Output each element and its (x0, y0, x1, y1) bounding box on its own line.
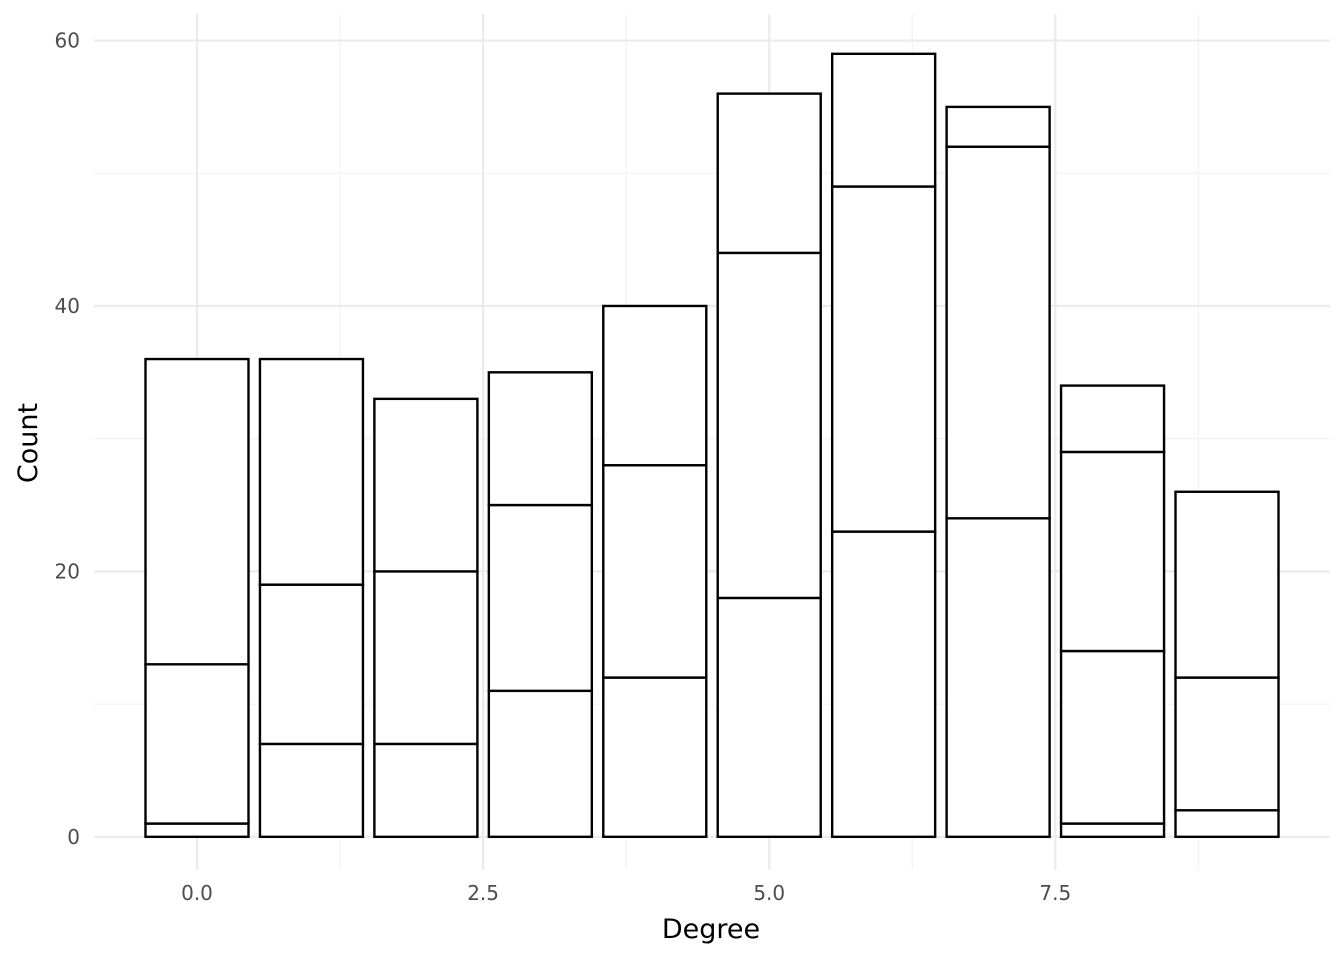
x-tick-labels: 0.0 2.5 5.0 7.5 (181, 881, 1071, 905)
y-tick-labels: 0 20 40 60 (55, 29, 80, 849)
y-tick-label: 60 (55, 29, 80, 53)
bar-segment (144, 357, 250, 666)
bar-segment (830, 52, 937, 188)
bar-segment (258, 583, 365, 746)
bar-segment (945, 105, 1051, 148)
bar (945, 105, 1051, 839)
y-tick-label: 40 (55, 294, 80, 318)
bar (144, 357, 250, 839)
y-tick-label: 20 (55, 559, 80, 583)
bar-segment (1059, 822, 1166, 839)
bar (487, 371, 594, 839)
bar (716, 92, 822, 839)
bar-segment (373, 570, 479, 746)
x-axis-title: Degree (662, 914, 760, 945)
x-tick-label: 0.0 (181, 881, 213, 905)
bar-segment (1174, 809, 1280, 839)
bar-segment (602, 464, 708, 679)
bar (1174, 490, 1280, 839)
bar-segment (373, 742, 479, 839)
bar-segment (144, 663, 250, 825)
bar-segment (487, 371, 594, 507)
bar (258, 357, 365, 839)
y-tick-label: 0 (67, 825, 80, 849)
x-tick-label: 2.5 (467, 881, 499, 905)
bar-segment (373, 397, 479, 573)
bar-segment (945, 145, 1051, 520)
bar (602, 304, 708, 839)
bar (373, 397, 479, 839)
x-tick-label: 7.5 (1039, 881, 1071, 905)
x-tick-label: 5.0 (753, 881, 785, 905)
bar-segment (487, 503, 594, 693)
bar-segment (830, 185, 937, 533)
bar-segment (945, 517, 1051, 839)
bars (144, 52, 1280, 839)
bar-segment (602, 304, 708, 467)
y-axis-title: Count (13, 403, 44, 483)
bar-segment (602, 676, 708, 839)
bar-segment (716, 92, 822, 255)
bar-segment (716, 251, 822, 600)
bar-segment (1174, 676, 1280, 812)
bar-segment (258, 357, 365, 586)
bar-segment (1059, 384, 1166, 454)
bar-segment (1059, 450, 1166, 653)
bar (1059, 384, 1166, 839)
bar-segment (258, 742, 365, 839)
bar-segment (830, 530, 937, 839)
bar (830, 52, 937, 839)
bar-segment (144, 822, 250, 839)
bar-segment (1059, 649, 1166, 825)
bar-segment (716, 596, 822, 839)
bar-segment (487, 689, 594, 839)
bar-segment (1174, 490, 1280, 679)
